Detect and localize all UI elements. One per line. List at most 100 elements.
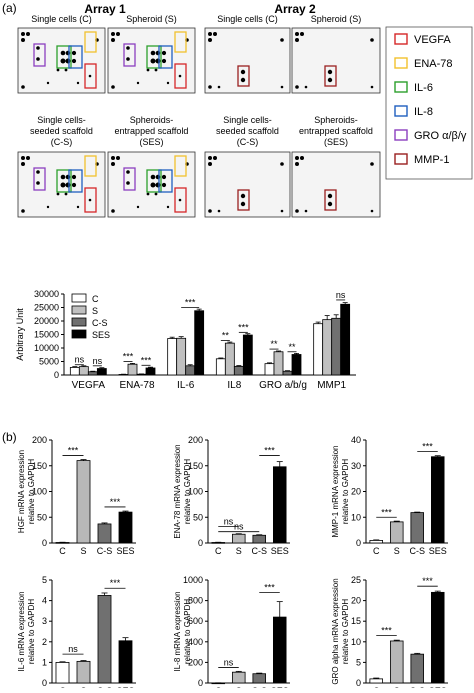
blot-spot [300,156,304,160]
blot-label: entrapped scaffold [299,126,373,136]
blot-spot [150,58,156,64]
bar [194,310,205,376]
bar [224,342,235,376]
y-tick-label: 0 [198,538,203,548]
blot-spot [36,46,40,50]
highlight-box [123,43,136,67]
blot-spot [26,32,30,36]
x-tick-label: C [215,546,222,556]
highlight-box [68,169,83,193]
blot-spot [76,205,80,209]
bar [313,323,324,376]
blot-label: seeded scaffold [216,126,279,136]
blot-panel: Spheroid (S) [107,14,196,94]
legend-swatch [394,153,408,165]
bar [176,337,187,376]
blot-spot [21,85,25,89]
panel-a-label: (a) [2,1,17,15]
bar [55,662,70,684]
blot-spot [126,57,130,61]
blot-spot [295,85,299,89]
bar [242,334,253,376]
blot-spot [88,198,92,202]
bar [127,363,138,376]
y-axis-label: relative to GAPDH [27,459,36,525]
bar [87,371,98,376]
x-tick-label: C-S [252,546,268,556]
y-tick-label: 10 [351,637,361,647]
blot-label: Spheroid (S) [311,14,362,24]
blot-spot [327,201,333,207]
blot-spot [21,38,25,42]
highlight-box [174,155,187,177]
blot-spot [126,181,130,185]
y-axis-label: MMP-1 mRNA expression [331,445,340,537]
bar [231,533,246,544]
y-tick-label: 150 [32,461,47,471]
y-tick-label: 100 [32,487,47,497]
legend-label: C-S [92,318,108,328]
blot-spot [56,192,60,196]
blot-spot [88,74,92,78]
y-tick-label: 15 [351,616,361,626]
mrna-chart: 0 50 100 150 200 ENA-78 mRNA expression relati… [173,435,290,556]
blot-spot [178,74,182,78]
blot-spot [166,205,170,209]
blot-spot [76,81,80,85]
y-axis-label: relative to GAPDH [341,599,350,665]
y-axis-label: IL-6 mRNA expression [17,591,26,671]
blot-spot [111,85,115,89]
blot-spot [208,38,212,42]
mrna-chart: 0 50 100 150 200 HGF mRNA expression relative … [17,435,136,556]
y-tick-label: 1000 [183,575,203,585]
blot-spot [213,32,217,36]
highlight-box [84,187,97,213]
bar [118,511,133,544]
bar [96,368,107,376]
y-tick-label: 10000 [34,343,59,353]
bar [264,363,275,376]
blot-spot [295,162,299,166]
y-tick-label: 50 [193,512,203,522]
y-tick-label: 200 [188,657,203,667]
panel-b-label: (b) [2,430,17,444]
y-tick-label: 5000 [39,357,59,367]
blot-spot [21,156,25,160]
blot-spot [64,192,68,196]
blot-spot [150,50,156,56]
blot-panel: Single cells (C) [204,14,291,94]
bar [97,523,112,544]
highlight-box [174,31,187,53]
y-tick-label: 200 [188,435,203,445]
significance-label: *** [110,578,121,588]
blot-spot [154,68,158,72]
y-tick-label: 2 [42,637,47,647]
array2-title: Array 2 [274,2,316,16]
cytokine-legend: VEGFA ENA-78 IL-6 IL-8 GRO α/β/γ MMP-1 [385,26,473,180]
significance-label: *** [264,582,275,592]
blot-spot [60,50,66,56]
y-tick-label: 0 [42,538,47,548]
blot-spot [208,162,212,166]
highlight-box [158,169,173,193]
blot-spot [26,156,30,160]
blot-spot [280,209,284,213]
bar [97,595,112,684]
blot-label: (C-S) [51,137,73,147]
bar [215,358,226,376]
bar [430,456,445,544]
blot-label: (SES) [324,137,348,147]
x-tick-label: S [80,546,86,556]
x-tick-label: C-S [97,546,113,556]
x-tick-label: GRO a/b/g [259,380,307,391]
blot-spot [60,182,66,188]
significance-label: ns [68,644,78,654]
significance-label: *** [141,355,152,365]
blot-spot [280,162,284,166]
highlight-box [123,167,136,191]
significance-label: *** [422,442,433,452]
legend-swatch [394,129,408,141]
blot-spot [64,68,68,72]
legend-swatch [394,33,408,45]
